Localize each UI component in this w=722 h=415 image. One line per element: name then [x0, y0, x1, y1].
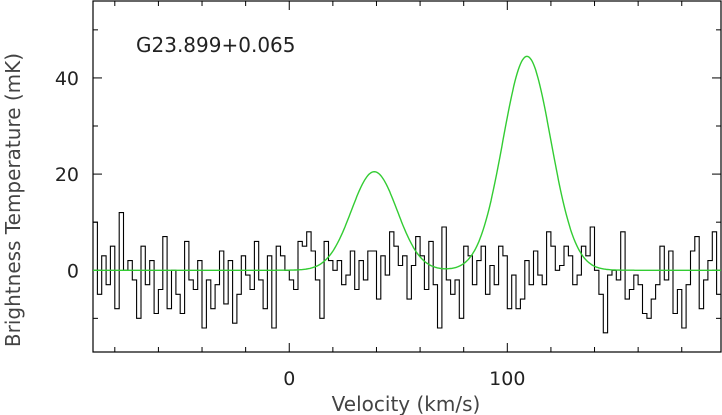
observed-spectrum-line	[93, 212, 721, 334]
y-tick-label: 0	[67, 260, 79, 282]
source-annotation: G23.899+0.065	[136, 33, 296, 57]
x-axis-label: Velocity (km/s)	[332, 392, 481, 415]
plot-frame	[92, 0, 722, 353]
gaussian-fit-line	[93, 55, 721, 271]
y-tick-label: 40	[55, 68, 79, 90]
y-tick-label: 20	[55, 164, 79, 186]
x-tick-label: 0	[283, 368, 295, 390]
tick-labels: 0 100 0 20 40	[55, 68, 526, 390]
x-tick-label: 100	[489, 368, 525, 390]
axis-ticks	[93, 1, 721, 352]
series-layer	[93, 55, 721, 334]
y-axis-label: Brightness Temperature (mK)	[1, 53, 25, 347]
